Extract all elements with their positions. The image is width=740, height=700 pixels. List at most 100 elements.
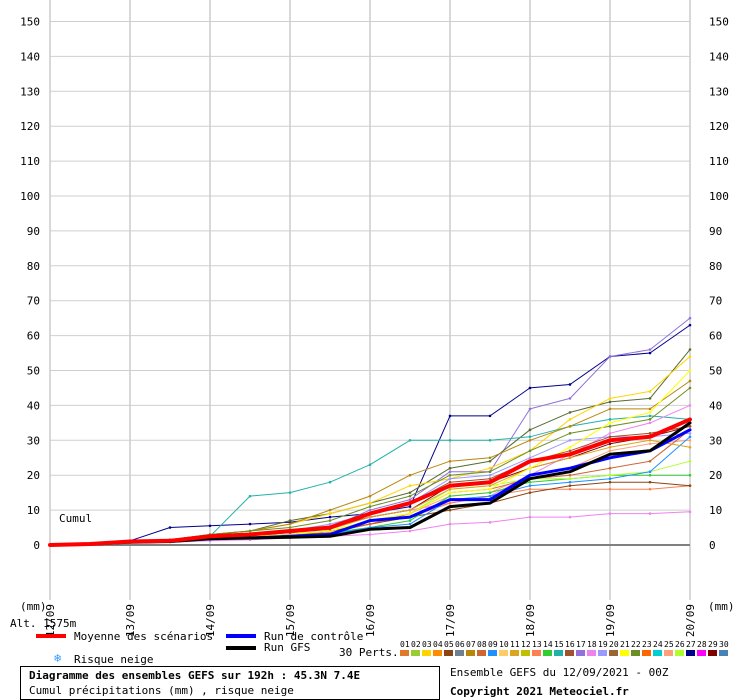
- pert-color-swatch: [554, 650, 563, 656]
- series-point: [368, 508, 372, 512]
- series-point: [288, 522, 292, 526]
- pert-color-swatch: [400, 650, 409, 656]
- pert-label: 21: [620, 640, 630, 649]
- x-tick-label: 13/09: [124, 604, 137, 637]
- series-point: [608, 421, 612, 425]
- pert-color-swatch: [499, 650, 508, 656]
- y-tick-label: 50: [709, 365, 722, 378]
- series-point: [368, 533, 372, 536]
- series-point: [568, 397, 572, 400]
- series-point: [368, 494, 372, 498]
- series-point: [568, 439, 572, 442]
- series-point: [488, 487, 492, 491]
- pert-color-swatch: [631, 650, 640, 656]
- series-point: [528, 439, 532, 442]
- series-point: [408, 529, 412, 533]
- pert-label: 06: [455, 640, 465, 649]
- series-point: [688, 369, 692, 372]
- gfs-swatch: [226, 646, 256, 650]
- series-point: [528, 435, 532, 439]
- y-tick-label: 40: [709, 399, 722, 412]
- series-point: [408, 484, 412, 487]
- series-point: [608, 487, 612, 491]
- pert-label: 28: [697, 640, 707, 649]
- pert-label: 18: [587, 640, 597, 649]
- series-point: [248, 529, 252, 533]
- y-tick-label: 20: [27, 469, 40, 482]
- y-tick-label: 70: [709, 295, 722, 308]
- series-point: [688, 473, 692, 477]
- series-point: [568, 449, 572, 453]
- series-point: [568, 477, 572, 480]
- series-point: [688, 379, 692, 383]
- series-point: [408, 491, 412, 494]
- series-point: [688, 404, 692, 407]
- series-point: [448, 487, 452, 491]
- series-point: [648, 439, 652, 442]
- series-point: [608, 432, 612, 435]
- y-tick-label: 80: [709, 260, 722, 273]
- series-point: [608, 425, 612, 428]
- pert-color-swatch: [466, 650, 475, 656]
- pert-color-swatch: [565, 650, 574, 656]
- series-point: [568, 480, 572, 484]
- pert-label: 04: [433, 640, 443, 649]
- snowflake-icon: ❄: [54, 651, 62, 665]
- y-tick-label: 0: [33, 539, 40, 552]
- series-point: [608, 397, 612, 400]
- series-point: [328, 480, 332, 484]
- y-tick-label: 110: [709, 155, 729, 168]
- pert-label: 26: [675, 640, 685, 649]
- series-point: [448, 470, 452, 474]
- pert-label: 07: [466, 640, 476, 649]
- y-tick-label: 120: [20, 120, 40, 133]
- series-point: [648, 351, 652, 355]
- series-point: [528, 428, 532, 432]
- series-point: [648, 421, 652, 425]
- pert-color-swatch: [477, 650, 486, 656]
- y-tick-label: 80: [27, 260, 40, 273]
- x-tick-label: 17/09: [444, 604, 457, 637]
- altitude-label: Alt. 1575m: [10, 617, 77, 630]
- series-point: [648, 397, 652, 400]
- pert-color-swatch: [697, 650, 706, 656]
- series-point: [608, 355, 612, 358]
- series-point: [408, 498, 412, 501]
- pert-label: 09: [488, 640, 498, 649]
- pert-label: 17: [576, 640, 586, 649]
- pert-label: 22: [631, 640, 641, 649]
- series-point: [488, 484, 492, 487]
- series-point: [608, 480, 612, 484]
- series-point: [368, 505, 372, 508]
- y-tick-label: 90: [709, 225, 722, 238]
- pert-color-swatch: [521, 650, 530, 656]
- series-point: [408, 439, 412, 442]
- series-point: [328, 508, 332, 512]
- series-point: [648, 442, 652, 446]
- y-tick-label: 110: [20, 155, 40, 168]
- series-point: [648, 414, 652, 418]
- series-point: [608, 418, 612, 421]
- series-point: [568, 383, 572, 386]
- series-point: [608, 435, 612, 439]
- y-tick-label: 50: [27, 365, 40, 378]
- series-point: [528, 487, 532, 491]
- copyright: Copyright 2021 Meteociel.fr: [450, 685, 629, 698]
- series-point: [368, 463, 372, 467]
- pert-label: 03: [422, 640, 432, 649]
- pert-color-swatch: [598, 650, 607, 656]
- series-point: [488, 473, 492, 477]
- y-tick-label: 140: [709, 50, 729, 63]
- pert-label: 10: [499, 640, 509, 649]
- y-tick-label: 30: [709, 434, 722, 447]
- series-point: [608, 512, 612, 515]
- chart-subtitle: Cumul précipitations (mm) , risque neige: [29, 684, 294, 697]
- series-point: [528, 515, 532, 519]
- series-layer: [48, 316, 692, 547]
- pert-color-swatch: [488, 650, 497, 656]
- series-point: [688, 386, 692, 390]
- series-point: [568, 418, 572, 421]
- series-point: [288, 491, 292, 494]
- pert-label: 25: [664, 640, 674, 649]
- pert-label: 27: [686, 640, 696, 649]
